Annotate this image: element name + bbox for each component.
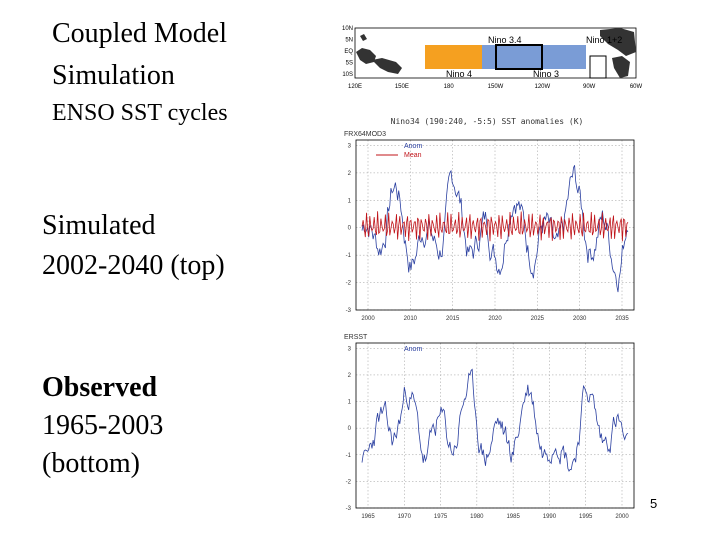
x-tick-label: 2025 bbox=[531, 316, 545, 322]
observed-range: 1965-2003 bbox=[42, 410, 164, 441]
page-number: 5 bbox=[650, 496, 658, 511]
map-lon-tick: 90W bbox=[583, 84, 596, 90]
chart-title: Nino34 (190:240, -5:5) SST anomalies (K) bbox=[391, 117, 584, 126]
land-south-america bbox=[612, 56, 630, 78]
land-papua bbox=[372, 58, 402, 74]
chart-grid bbox=[356, 343, 634, 509]
nino34-box bbox=[495, 44, 543, 70]
y-tick-label: -3 bbox=[346, 308, 352, 314]
y-tick-label: -3 bbox=[346, 506, 352, 512]
x-tick-label: 2020 bbox=[488, 316, 502, 322]
x-tick-label: 1985 bbox=[506, 514, 520, 520]
x-tick-label: 2000 bbox=[361, 316, 375, 322]
land-shapes bbox=[356, 28, 636, 78]
y-tick-label: -1 bbox=[346, 453, 352, 459]
x-tick-label: 2015 bbox=[446, 316, 460, 322]
chart-subtitle: FRX64MOD3 bbox=[344, 131, 386, 138]
y-tick-label: 3 bbox=[348, 143, 352, 149]
y-tick-label: -2 bbox=[346, 479, 352, 485]
series-line-mean bbox=[361, 211, 629, 242]
y-tick-label: 3 bbox=[348, 346, 352, 352]
map-lon-tick: 120W bbox=[534, 84, 550, 90]
legend-entry: Anom bbox=[404, 143, 422, 150]
series-line-anom bbox=[361, 368, 629, 472]
y-tick-label: 1 bbox=[348, 198, 352, 204]
x-tick-label: 1965 bbox=[361, 514, 375, 520]
map-region-label: Nino 1+2 bbox=[586, 35, 622, 45]
map-region-label: Nino 3 bbox=[533, 69, 559, 79]
map-lat-tick: 5S bbox=[346, 61, 353, 67]
legend-entry: Mean bbox=[404, 152, 422, 159]
land-indonesia bbox=[356, 48, 376, 64]
chart-grid bbox=[356, 140, 634, 311]
map-frame bbox=[354, 27, 637, 79]
simulated-range: 2002-2040 (top) bbox=[42, 250, 225, 281]
y-tick-label: 2 bbox=[348, 373, 352, 379]
x-tick-label: 1970 bbox=[398, 514, 412, 520]
observed-label: Observed bbox=[42, 372, 158, 403]
observed-note: (bottom) bbox=[42, 448, 140, 479]
map-lon-tick: 180 bbox=[444, 84, 455, 90]
land-philippines bbox=[360, 34, 367, 41]
land-central-america bbox=[600, 28, 636, 56]
chart-subtitle: ERSST bbox=[344, 334, 368, 341]
y-tick-label: -2 bbox=[346, 281, 352, 287]
y-tick-label: 1 bbox=[348, 400, 352, 406]
x-tick-label: 1975 bbox=[434, 514, 448, 520]
slide-heading-line2: Simulation bbox=[52, 60, 175, 91]
map-lat-tick: 10N bbox=[342, 26, 353, 32]
x-tick-label: 2035 bbox=[615, 316, 629, 322]
map-lat-tick: 5N bbox=[345, 38, 353, 44]
map-lat-tick: 10S bbox=[342, 72, 353, 78]
map-lat-tick: EQ bbox=[344, 49, 353, 55]
x-tick-label: 2010 bbox=[404, 316, 418, 322]
slide-heading-line1: Coupled Model bbox=[52, 18, 227, 49]
nino3-region bbox=[482, 45, 586, 69]
map-lon-tick: 150W bbox=[488, 84, 504, 90]
series-line-anom bbox=[361, 165, 629, 293]
plot-frame bbox=[355, 139, 635, 311]
y-tick-label: -1 bbox=[346, 253, 352, 259]
map-region-label: Nino 3.4 bbox=[488, 35, 522, 45]
y-tick-label: 2 bbox=[348, 171, 352, 177]
legend-entry: Anom bbox=[404, 346, 422, 353]
map-lon-tick: 60W bbox=[630, 84, 643, 90]
map-region-label: Nino 4 bbox=[446, 69, 472, 79]
x-tick-label: 1980 bbox=[470, 514, 484, 520]
plot-frame bbox=[355, 342, 635, 509]
map-lon-tick: 150E bbox=[395, 84, 409, 90]
nino4-region bbox=[425, 45, 482, 69]
y-tick-label: 0 bbox=[348, 226, 352, 232]
y-tick-label: 0 bbox=[348, 426, 352, 432]
simulated-label: Simulated bbox=[42, 210, 156, 241]
x-tick-label: 2000 bbox=[615, 514, 629, 520]
nino12-box bbox=[589, 55, 607, 79]
x-tick-label: 2030 bbox=[573, 316, 587, 322]
slide-subheading: ENSO SST cycles bbox=[52, 100, 228, 126]
map-lon-tick: 120E bbox=[348, 84, 362, 90]
x-tick-label: 1990 bbox=[543, 514, 557, 520]
x-tick-label: 1995 bbox=[579, 514, 593, 520]
